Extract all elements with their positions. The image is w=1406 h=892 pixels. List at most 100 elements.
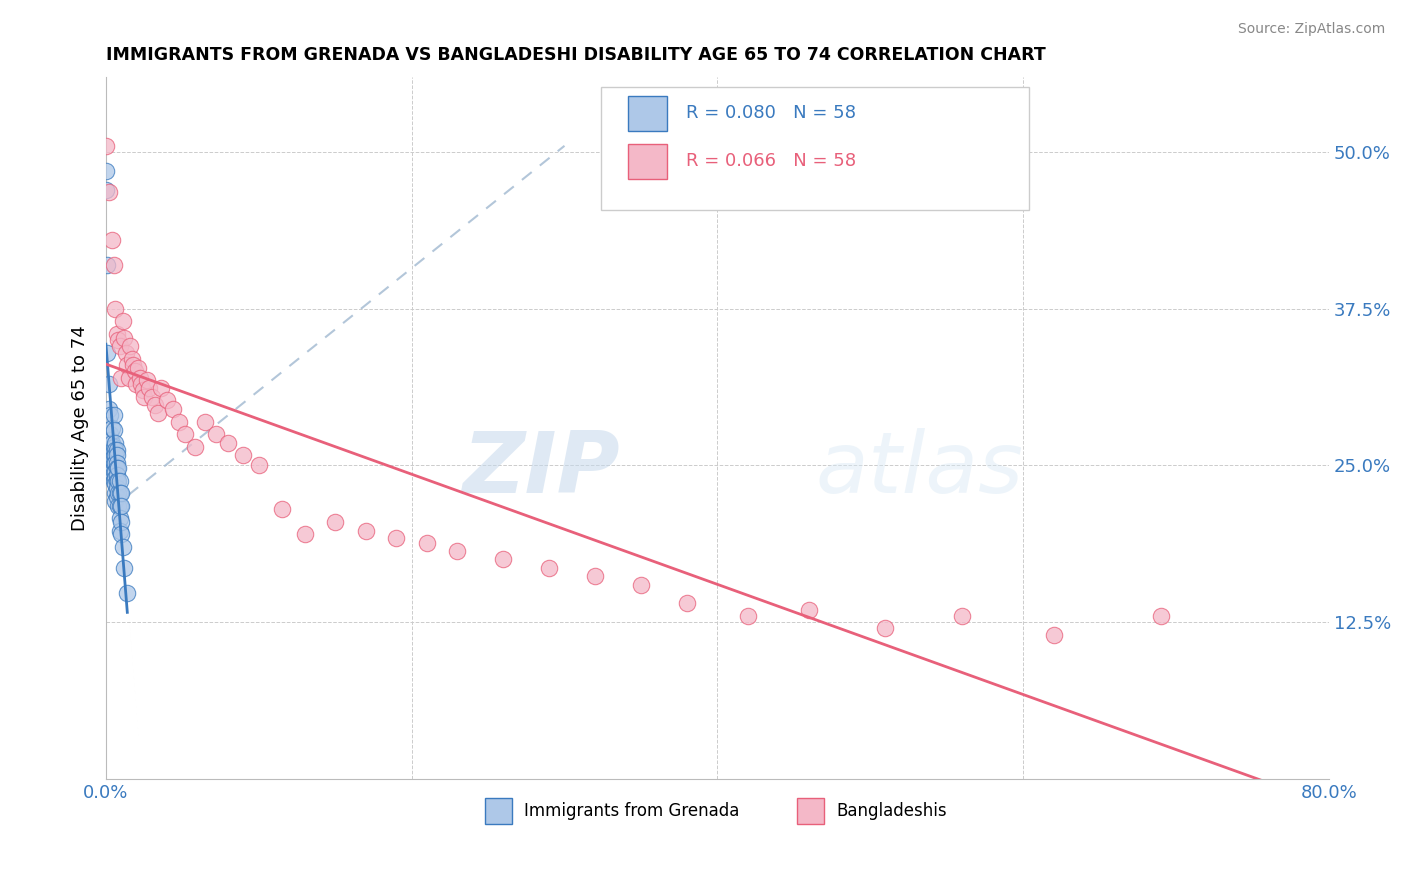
Point	[105, 461, 128, 475]
Point	[105, 326, 128, 341]
Point	[217, 436, 239, 450]
Point	[100, 409, 122, 423]
Point	[108, 524, 131, 538]
Point	[104, 486, 127, 500]
Point	[169, 415, 191, 429]
Point	[112, 330, 135, 344]
Point	[97, 402, 120, 417]
Point	[94, 138, 117, 153]
Point	[107, 474, 129, 488]
Point	[797, 602, 820, 616]
FancyBboxPatch shape	[628, 144, 668, 178]
Point	[114, 345, 136, 359]
Point	[100, 427, 122, 442]
Point	[104, 436, 127, 450]
Point	[101, 421, 124, 435]
FancyBboxPatch shape	[485, 797, 512, 824]
Point	[97, 376, 120, 391]
Point	[247, 458, 270, 473]
Point	[270, 502, 292, 516]
Point	[737, 608, 759, 623]
Point	[117, 586, 139, 600]
Point	[103, 465, 125, 479]
Point	[101, 465, 124, 479]
Text: R = 0.080   N = 58: R = 0.080 N = 58	[686, 104, 855, 122]
Point	[105, 481, 128, 495]
Point	[183, 440, 205, 454]
Point	[125, 376, 148, 391]
Point	[129, 376, 152, 391]
Point	[110, 370, 132, 384]
Point	[446, 543, 468, 558]
Point	[117, 358, 139, 372]
Point	[138, 381, 160, 395]
Point	[141, 390, 163, 404]
Point	[111, 540, 134, 554]
Point	[538, 561, 561, 575]
Point	[107, 499, 129, 513]
FancyBboxPatch shape	[797, 797, 824, 824]
Point	[108, 511, 131, 525]
Point	[131, 384, 153, 398]
Point	[107, 333, 129, 347]
Point	[96, 258, 118, 272]
Point	[104, 449, 127, 463]
Point	[127, 360, 149, 375]
Point	[97, 185, 120, 199]
Point	[105, 474, 128, 488]
Point	[174, 427, 197, 442]
Point	[108, 339, 131, 353]
Point	[111, 314, 134, 328]
Point	[1042, 628, 1064, 642]
Point	[124, 364, 146, 378]
Point	[121, 351, 143, 366]
Text: ZIP: ZIP	[463, 428, 620, 511]
FancyBboxPatch shape	[628, 95, 668, 131]
Point	[110, 527, 132, 541]
Point	[875, 622, 897, 636]
Text: atlas: atlas	[815, 428, 1024, 511]
Point	[118, 370, 141, 384]
Point	[103, 423, 125, 437]
Point	[101, 233, 124, 247]
Point	[104, 301, 127, 316]
Point	[143, 398, 166, 412]
Point	[100, 446, 122, 460]
Point	[105, 490, 128, 504]
Point	[100, 458, 122, 473]
Point	[162, 402, 184, 417]
Text: Immigrants from Grenada: Immigrants from Grenada	[524, 802, 740, 820]
Point	[108, 486, 131, 500]
Point	[110, 486, 132, 500]
Point	[194, 415, 217, 429]
FancyBboxPatch shape	[602, 87, 1029, 211]
Point	[107, 461, 129, 475]
Point	[100, 434, 122, 448]
Point	[583, 568, 606, 582]
Point	[104, 456, 127, 470]
Point	[108, 499, 131, 513]
Point	[104, 443, 127, 458]
Point	[103, 456, 125, 470]
Point	[104, 465, 127, 479]
Point	[122, 358, 145, 372]
Point	[110, 499, 132, 513]
Point	[104, 471, 127, 485]
Point	[120, 339, 142, 353]
Point	[104, 493, 127, 508]
Point	[134, 390, 156, 404]
Point	[205, 427, 228, 442]
Point	[128, 370, 150, 384]
Point	[101, 436, 124, 450]
Point	[105, 443, 128, 458]
Point	[675, 596, 697, 610]
Point	[105, 449, 128, 463]
Text: Source: ZipAtlas.com: Source: ZipAtlas.com	[1237, 22, 1385, 37]
Point	[97, 452, 120, 467]
Point	[104, 477, 127, 491]
Point	[103, 409, 125, 423]
Point	[232, 449, 254, 463]
Point	[97, 434, 120, 448]
Point	[156, 393, 179, 408]
Point	[136, 373, 159, 387]
